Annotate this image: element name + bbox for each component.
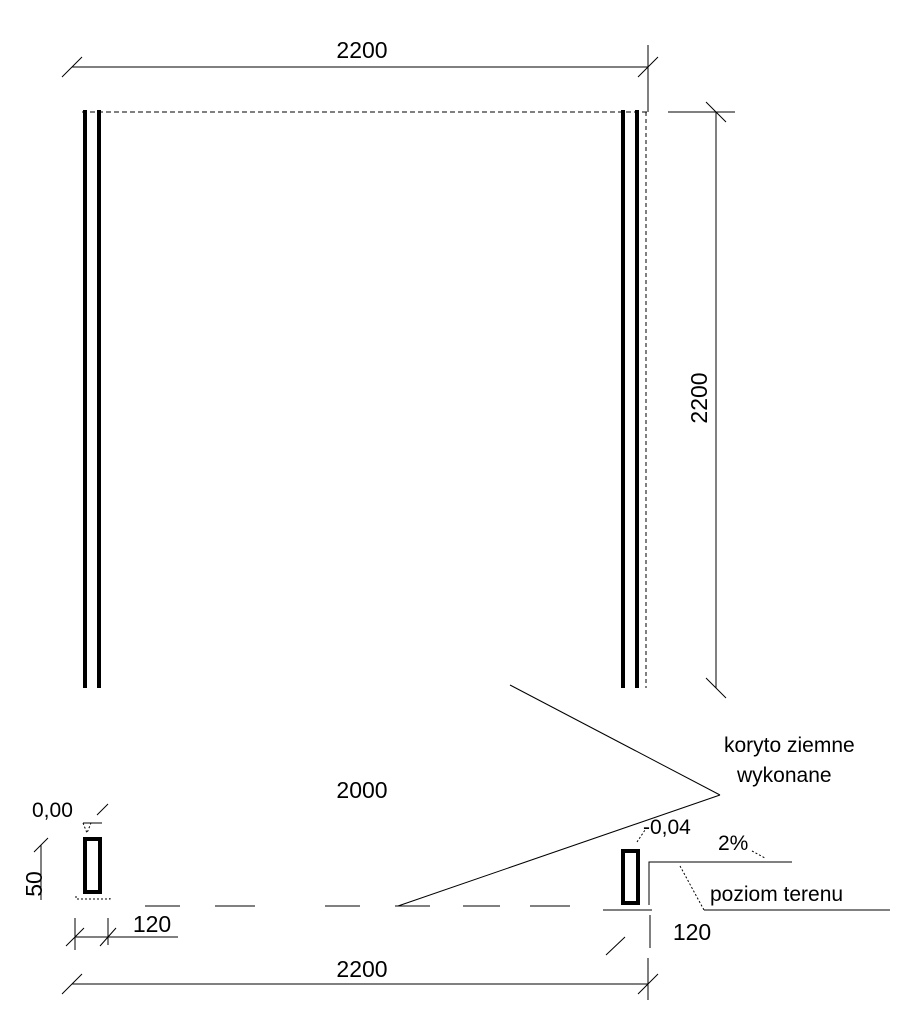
plan-left-curb bbox=[83, 110, 101, 688]
curb-height-dimension bbox=[33, 837, 49, 900]
section-inner-width-label: 2000 bbox=[336, 777, 387, 803]
plan-right-curb bbox=[621, 110, 647, 688]
section-right-curb bbox=[621, 849, 640, 905]
ground-surface bbox=[648, 861, 792, 948]
level-top-marker bbox=[82, 803, 109, 835]
section-view: 2000 0,00 50 bbox=[21, 777, 890, 1000]
plan-depth-label: 2200 bbox=[686, 372, 712, 423]
excavation-note-line2: wykonane bbox=[736, 764, 832, 787]
slope-label: 2% bbox=[718, 832, 748, 855]
plan-width-label: 2200 bbox=[336, 37, 387, 63]
curb-left-width-label: 120 bbox=[133, 911, 171, 937]
level-low-label: -0,04 bbox=[643, 816, 691, 839]
section-left-curb bbox=[83, 837, 102, 894]
ground-level-label: poziom terenu bbox=[710, 883, 843, 906]
section-total-width-label: 2200 bbox=[336, 956, 387, 982]
excavation-note-line1: koryto ziemne bbox=[724, 734, 855, 757]
curb-left-width-dimension bbox=[65, 918, 178, 950]
plan-width-dimension bbox=[61, 45, 659, 112]
excavation-leader bbox=[397, 684, 721, 907]
plan-depth-dimension bbox=[668, 101, 735, 699]
curb-height-label: 50 bbox=[21, 871, 47, 897]
section-base-line bbox=[145, 905, 652, 911]
ground-level-leader bbox=[679, 865, 890, 911]
level-top-label: 0,00 bbox=[32, 799, 73, 822]
plan-view: 2200 2200 bbox=[61, 37, 735, 699]
curb-right-width-label: 120 bbox=[673, 919, 711, 945]
section-total-width-dimension bbox=[61, 958, 659, 1000]
level-low-marker bbox=[636, 829, 646, 843]
